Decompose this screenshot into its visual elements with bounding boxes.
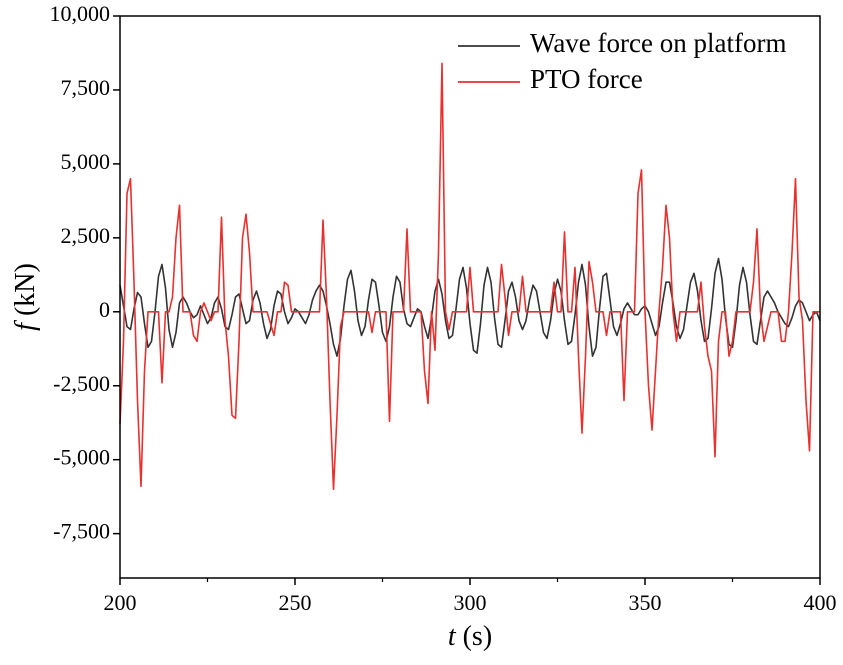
- y-tick-label: -5,000: [53, 445, 110, 470]
- x-tick-label: 350: [629, 590, 662, 615]
- y-tick-label: 0: [99, 297, 110, 322]
- x-tick-label: 200: [104, 590, 137, 615]
- y-tick-label: 5,000: [61, 149, 111, 174]
- legend-label: Wave force on platform: [530, 28, 786, 58]
- series-line: [119, 62, 820, 491]
- y-label-var: f: [10, 320, 41, 331]
- y-tick-label: -7,500: [53, 519, 110, 544]
- y-axis-label: f (kN): [10, 263, 41, 331]
- y-tick-label: 2,500: [61, 223, 111, 248]
- series-line: [119, 257, 821, 357]
- y-tick-label: 7,500: [61, 75, 111, 100]
- x-label-var: t: [448, 621, 457, 652]
- x-tick-label: 400: [804, 590, 837, 615]
- y-tick-label: 10,000: [50, 1, 111, 26]
- y-tick-label: -2,500: [53, 371, 110, 396]
- plot-area: [119, 62, 821, 491]
- x-tick-label: 250: [279, 590, 312, 615]
- x-tick-label: 300: [454, 590, 487, 615]
- x-axis-label: t (s): [448, 621, 492, 652]
- legend-label: PTO force: [530, 64, 643, 94]
- y-label-unit: (kN): [10, 263, 41, 316]
- x-label-unit: (s): [463, 621, 493, 652]
